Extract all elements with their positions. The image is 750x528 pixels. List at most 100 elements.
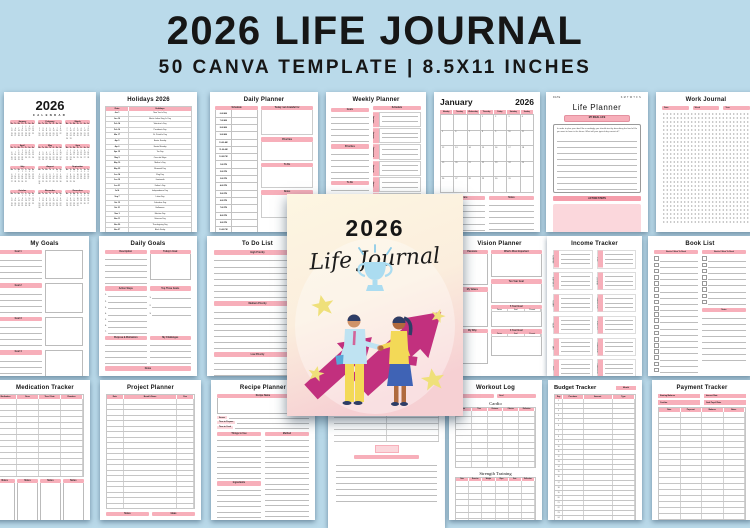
table-cell	[584, 501, 613, 505]
holiday-name: St. Patrick's Day	[129, 133, 191, 138]
table-cell	[39, 411, 61, 416]
table-cell	[681, 484, 703, 489]
table-cell	[522, 481, 535, 486]
time-label: 1:00 PM	[216, 161, 232, 167]
table-cell	[659, 472, 681, 477]
table-cell	[17, 429, 39, 434]
check-row	[654, 342, 698, 348]
mini-month-name: September	[65, 166, 90, 170]
weekday-tab: Monday	[373, 112, 379, 127]
income-month-tab: OCTOBER	[598, 317, 603, 334]
table-cell	[522, 519, 535, 520]
table-cell	[456, 456, 472, 461]
line	[660, 366, 698, 367]
table-cell	[177, 438, 194, 443]
table-cell	[387, 418, 440, 423]
table-cell	[472, 424, 488, 429]
table-cell	[503, 436, 519, 441]
table-cell	[509, 500, 522, 505]
table-cell	[124, 487, 178, 492]
weekday-row: Thursday	[373, 161, 421, 176]
line	[660, 353, 698, 354]
table-cell	[107, 443, 124, 448]
table-cell	[563, 486, 583, 490]
line	[0, 273, 42, 279]
schedule-cell	[232, 220, 257, 226]
template-book-list: Book List Books I Want To Read Books I W…	[648, 236, 750, 376]
books-header-right: Books I Want To Read	[702, 250, 746, 254]
table-cell	[61, 471, 83, 476]
line	[660, 316, 698, 317]
line	[605, 307, 634, 308]
table-cell	[496, 506, 509, 511]
table-cell	[503, 430, 519, 435]
table-cell	[563, 419, 583, 423]
day-number: 22	[555, 506, 563, 510]
table-cell	[456, 506, 469, 511]
table-cell	[584, 481, 613, 485]
table-cell	[469, 513, 482, 518]
holiday-name: New Year's Day	[129, 111, 191, 116]
check-row	[654, 262, 698, 268]
schedule-row: 9:00 AM	[215, 132, 258, 139]
table-cell	[124, 449, 178, 454]
table-cell	[584, 409, 613, 413]
holiday-date: Apr 5	[106, 139, 129, 144]
line	[489, 230, 534, 232]
schedule-cell	[232, 154, 257, 160]
schedule-row: 10:00 AM	[215, 140, 258, 147]
numbered-line: 5.	[105, 316, 147, 322]
numbered-line: 3.	[105, 303, 147, 309]
day-number: 2	[555, 404, 563, 408]
table-cell	[0, 471, 17, 476]
line	[382, 116, 418, 117]
table-cell	[613, 516, 635, 520]
day-cell: 28	[468, 177, 481, 193]
line	[561, 368, 590, 369]
holiday-name: Father's Day	[129, 184, 191, 189]
line	[561, 324, 590, 325]
schedule-cell	[232, 227, 257, 232]
income-month-tab: APRIL	[554, 317, 559, 334]
day-cell: 18	[521, 146, 534, 162]
day: 25	[31, 204, 35, 206]
checkbox	[654, 275, 659, 280]
checkbox	[702, 294, 707, 299]
table-cell	[456, 417, 472, 422]
table-cell	[39, 423, 61, 428]
day-cell: 7	[468, 131, 481, 147]
sub-column-header: Present	[525, 309, 541, 311]
check-row	[702, 286, 746, 292]
table-cell	[522, 487, 535, 492]
page-subtitle: CALENDAR	[4, 114, 96, 117]
table-cell	[659, 502, 681, 507]
table-cell	[39, 453, 61, 458]
line	[0, 374, 42, 377]
starting-balance-label: Starting Balance	[658, 394, 700, 398]
table-cell	[584, 440, 613, 444]
table-cell	[456, 443, 472, 448]
table-cell	[39, 471, 61, 476]
line	[660, 273, 698, 274]
numbered-line: 4.	[105, 309, 147, 315]
income-month-tab: JANUARY	[554, 251, 559, 268]
income-month-body	[559, 295, 592, 312]
table-cell	[563, 506, 583, 510]
schedule-cell	[232, 147, 257, 153]
table-cell	[724, 478, 746, 483]
table-cell	[702, 490, 724, 495]
action-steps-lines: 1.2.3.4.5.6.7.	[105, 291, 147, 334]
day-number: 8	[555, 435, 563, 439]
table-cell	[584, 460, 613, 464]
template-vision-planner: Vision Planner Passions My Values My Why…	[452, 236, 547, 376]
weekday-row: Monday	[373, 112, 421, 127]
line	[708, 261, 746, 262]
